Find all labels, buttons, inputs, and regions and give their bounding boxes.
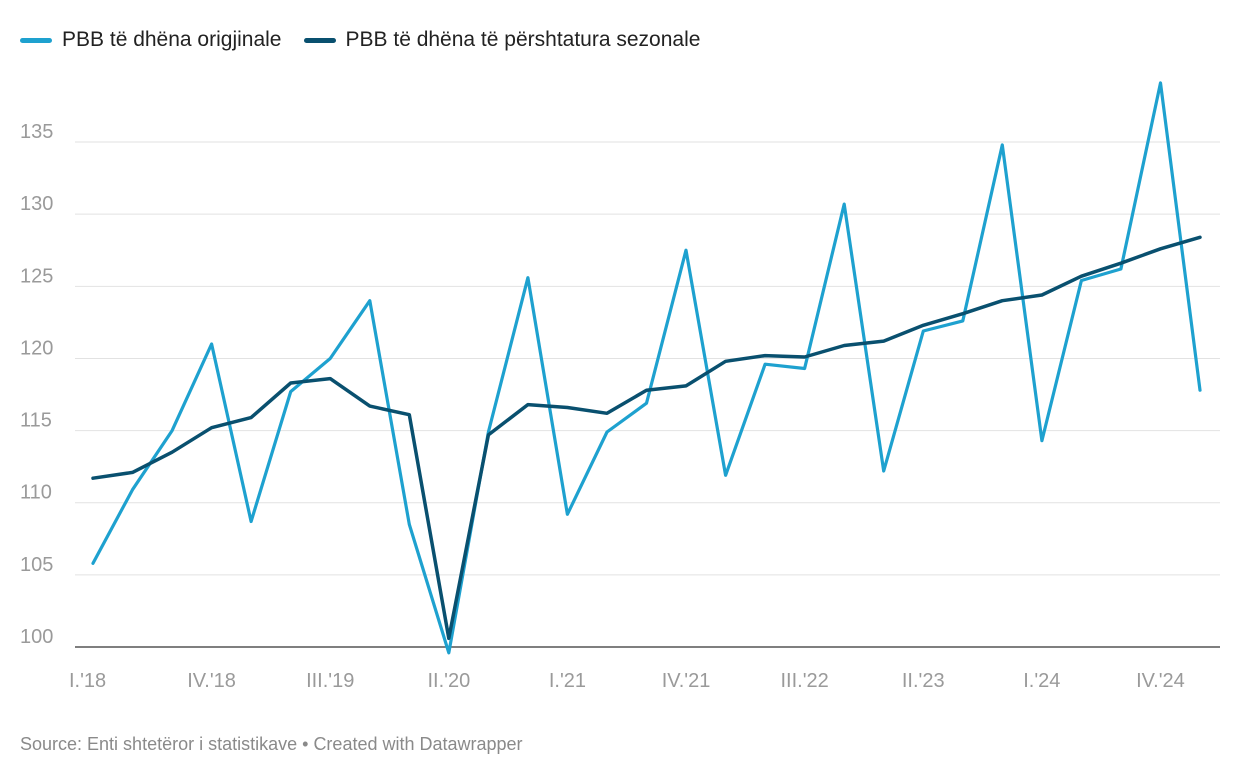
legend-item-seasonal: PBB të dhëna të përshtatura sezonale: [303, 28, 701, 52]
x-tick-label: II.'23: [902, 670, 945, 692]
x-tick-label: IV.'21: [662, 670, 711, 692]
legend-label-seasonal: PBB të dhëna të përshtatura sezonale: [345, 28, 701, 51]
legend-swatch-seasonal: [303, 37, 336, 43]
y-tick-label: 135: [20, 121, 53, 143]
x-tick-label: II.'20: [427, 670, 470, 692]
legend-swatch-original: [20, 37, 52, 43]
y-tick-label: 115: [20, 410, 52, 432]
y-tick-label: 120: [20, 337, 53, 359]
x-tick-label: I.'18: [69, 670, 106, 692]
x-tick-label: III.'22: [780, 670, 828, 692]
credit-text: Created with Datawrapper: [313, 734, 523, 754]
chart-footer: Source: Enti shtetëror i statistikave • …: [20, 734, 523, 755]
x-tick-label: III.'19: [306, 670, 354, 692]
series-line-seasonal: [91, 235, 1202, 641]
y-axis-ticks: 100 105 110 115 120 125 130 135: [20, 121, 53, 648]
x-tick-label: I.'24: [1023, 670, 1060, 692]
x-tick-label: I.'21: [549, 670, 586, 692]
x-tick-label: IV.'24: [1136, 670, 1185, 692]
gridlines: [75, 141, 1220, 648]
y-tick-label: 100: [20, 626, 53, 648]
chart-legend: PBB të dhëna origjinale PBB të dhëna të …: [20, 26, 722, 54]
legend-label-original: PBB të dhëna origjinale: [62, 28, 282, 51]
footer-separator: •: [297, 734, 314, 754]
x-tick-label: IV.'18: [187, 670, 236, 692]
line-chart: 100 105 110 115 120 125 130 135 I.'18 IV.'18 III.…: [20, 81, 1220, 692]
x-axis-ticks: I.'18 IV.'18 III.'19 II.'20 I.'21 IV.'21 III.'…: [69, 670, 1185, 692]
y-tick-label: 130: [20, 193, 53, 215]
source-text: Source: Enti shtetëror i statistikave: [20, 734, 298, 754]
y-tick-label: 125: [20, 265, 53, 287]
series-lines: [91, 81, 1202, 655]
y-tick-label: 105: [20, 554, 53, 576]
series-line-original: [91, 81, 1202, 655]
legend-item-original: PBB të dhëna origjinale: [20, 28, 282, 52]
y-tick-label: 110: [20, 482, 52, 504]
